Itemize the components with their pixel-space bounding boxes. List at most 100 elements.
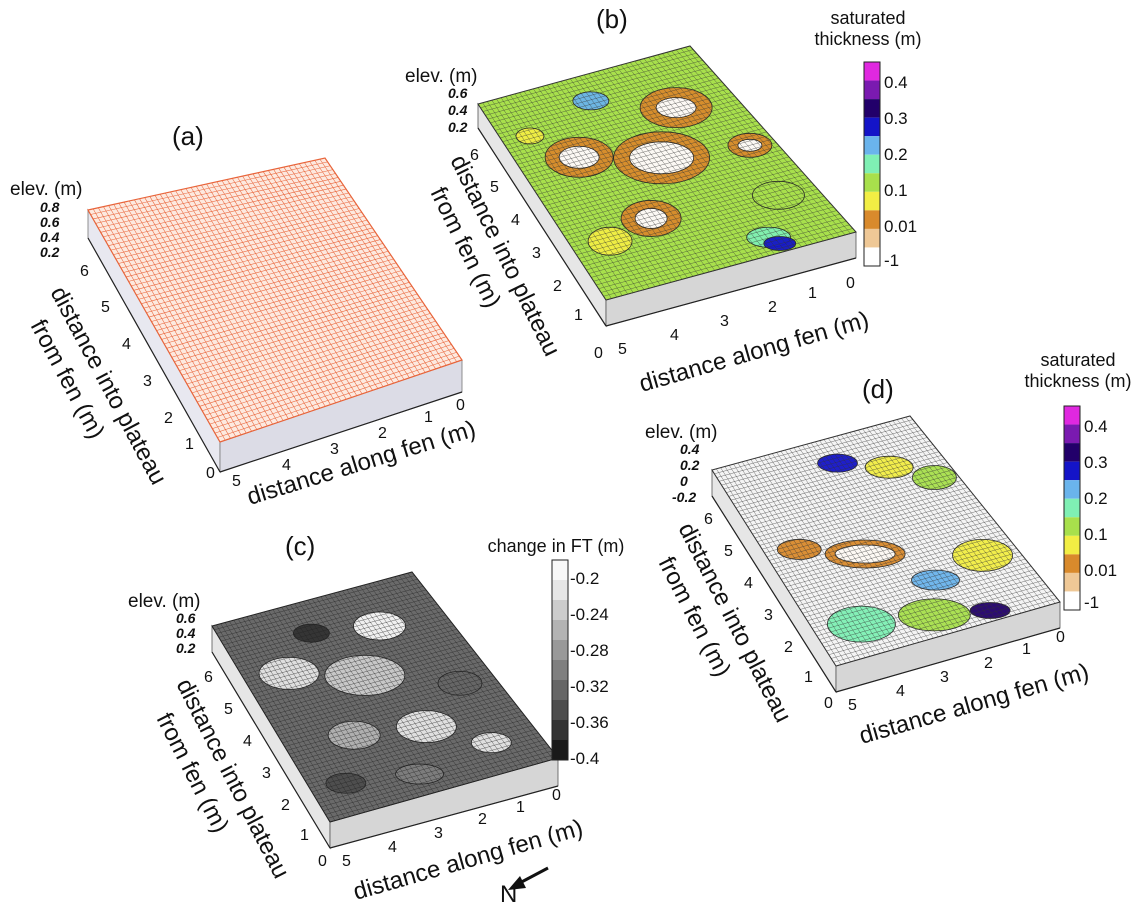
panel-d-x-ticks: 5 4 3 2 1 0 (848, 629, 1065, 714)
mesh-line (480, 49, 694, 108)
z-tick: 0.6 (40, 214, 60, 230)
x-tick: 0 (1056, 629, 1065, 646)
mesh-line (293, 700, 514, 762)
colorbar-swatch (552, 720, 568, 740)
y-tick: 3 (143, 373, 152, 390)
y-tick: 6 (80, 263, 89, 280)
mesh-line (230, 600, 435, 657)
mesh-line (757, 483, 965, 542)
colorbar-swatch (1064, 572, 1080, 592)
y-tick: 3 (764, 607, 773, 624)
x-tick: 5 (618, 341, 627, 358)
colorbar-frame (1063, 405, 1081, 611)
panel-d-y-axis-line (711, 495, 837, 693)
mesh-line (783, 523, 997, 584)
mesh-line (759, 487, 968, 546)
contour-patch (258, 657, 320, 690)
mesh-line (110, 192, 349, 251)
mesh-line (559, 163, 796, 229)
colorbar-swatch (864, 117, 880, 137)
mesh-line (105, 184, 344, 242)
z-tick: 0.2 (176, 640, 196, 656)
y-tick: 4 (511, 212, 520, 229)
mesh-line (123, 212, 362, 273)
panel-b-x-axis-line (605, 257, 857, 327)
y-tick: 1 (804, 669, 813, 686)
mesh-line (497, 74, 716, 135)
mesh-line (286, 689, 505, 751)
mesh-line (788, 530, 1003, 591)
mesh-line (785, 526, 1000, 588)
colorbar-tick: -0.2 (570, 569, 599, 588)
x-tick: 1 (424, 409, 433, 426)
mesh-line (280, 679, 497, 740)
mesh-line (537, 131, 767, 195)
panel-c-x-ticks: 5 4 3 2 1 0 (342, 787, 561, 870)
mesh-line (771, 505, 983, 565)
mesh-line (793, 537, 1009, 599)
panel-d-colorbar-ticks: 0.4 0.3 0.2 0.1 0.01 -1 (1084, 417, 1117, 612)
mesh-line (194, 320, 436, 398)
mesh-line (485, 56, 700, 116)
mesh-line (561, 167, 799, 233)
panel-b-colorbar-title-2: thickness (m) (814, 29, 921, 49)
colorbar-swatch (864, 191, 880, 211)
mesh-line (549, 149, 783, 214)
panel-a: (a) elev. (m) 0.8 0.6 0.4 0.2 6 5 4 3 2 … (10, 121, 479, 511)
mesh-line (754, 480, 962, 539)
mesh-line (236, 611, 443, 668)
contour-patch (572, 91, 610, 111)
colorbar-tick: 0.4 (1084, 417, 1108, 436)
mesh-line (819, 576, 1040, 640)
mesh-line (289, 693, 508, 755)
mesh-line (733, 448, 937, 505)
mesh-line (781, 519, 994, 580)
y-tick: 3 (262, 765, 271, 782)
mesh-line (726, 437, 928, 493)
mesh-line (250, 632, 460, 691)
mesh-line (191, 317, 434, 394)
mesh-line (800, 548, 1017, 610)
y-tick: 1 (300, 827, 309, 844)
mesh-line (745, 465, 951, 523)
x-tick: 4 (388, 839, 397, 856)
mesh-line (302, 714, 525, 777)
mesh-line (261, 650, 474, 710)
mesh-line (284, 686, 502, 747)
mesh-line (243, 621, 452, 679)
mesh-line (171, 285, 413, 358)
y-tick: 3 (532, 245, 541, 262)
mesh-line (544, 142, 777, 206)
panel-b-y-ticks: 6 5 4 3 2 1 0 (470, 147, 603, 362)
colorbar-swatch (1064, 554, 1080, 573)
mesh-line (176, 293, 418, 367)
colorbar-tick: 0.3 (884, 109, 908, 128)
mesh-line (750, 473, 957, 531)
mesh-line (735, 451, 939, 508)
panel-c-y-ticks: 6 5 4 3 2 1 0 (204, 669, 327, 870)
mesh-line (90, 161, 328, 215)
mesh-line (311, 729, 536, 793)
colorbar-tick: -1 (884, 251, 899, 270)
x-tick: 0 (846, 275, 855, 292)
z-tick: 0.6 (176, 610, 196, 626)
mesh-line (519, 106, 745, 169)
mesh-line (223, 589, 427, 646)
mesh-line (541, 138, 774, 203)
mesh-line (517, 103, 742, 165)
mesh-line (197, 324, 439, 403)
mesh-line (316, 736, 542, 800)
mesh-line (103, 181, 341, 238)
mesh-line (207, 340, 449, 420)
contour-patch (952, 538, 1013, 572)
mesh-line (569, 178, 809, 244)
y-tick: 2 (164, 410, 173, 427)
mesh-line (309, 725, 533, 789)
y-tick: 4 (744, 575, 753, 592)
x-tick: 0 (456, 397, 465, 414)
colorbar-swatch (552, 740, 568, 760)
mesh-line (227, 596, 432, 653)
mesh-line (98, 173, 336, 229)
mesh-line (728, 440, 931, 497)
panel-d-colorbar-title-1: saturated (1040, 350, 1115, 370)
